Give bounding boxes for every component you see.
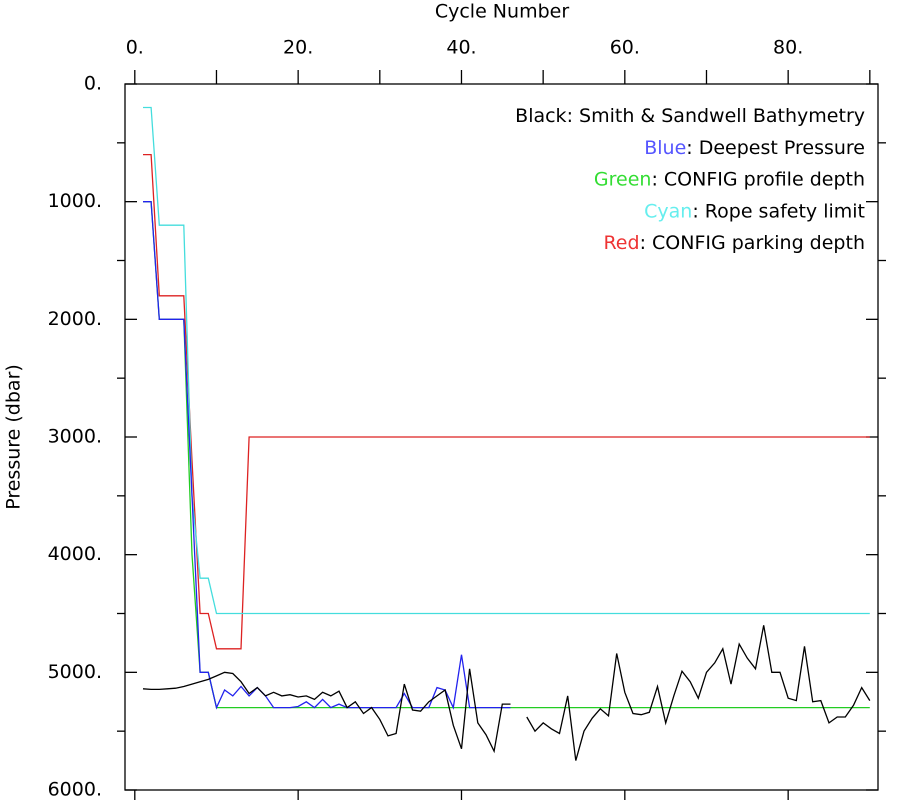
legend-entry: Black: Smith & Sandwell Bathymetry — [515, 105, 865, 127]
legend-color-word: Blue — [644, 136, 686, 158]
x-tick-label: 60. — [610, 37, 640, 59]
legend-color-word: Green — [594, 168, 652, 190]
y-tick-label: 2000. — [48, 308, 102, 330]
y-tick-label: 5000. — [48, 661, 102, 683]
series-line — [143, 201, 511, 710]
legend-separator: : — [651, 168, 663, 190]
x-tick-label: 20. — [283, 37, 313, 59]
legend-name: CONFIG parking depth — [652, 232, 865, 254]
legend-color-word: Black — [515, 105, 566, 127]
legend-name: CONFIG profile depth — [664, 168, 865, 190]
y-tick-label: 3000. — [48, 426, 102, 448]
y-tick-label: 1000. — [48, 190, 102, 212]
series-line — [143, 153, 870, 650]
y-tick-label: 6000. — [48, 779, 102, 800]
legend-name: Rope safety limit — [705, 200, 865, 222]
legend-entry: Blue: Deepest Pressure — [644, 136, 865, 158]
series-line — [143, 201, 870, 709]
y-tick-label: 4000. — [48, 543, 102, 565]
legend-separator: : — [640, 232, 652, 254]
x-axis-label: Cycle Number — [435, 1, 569, 23]
legend-name: Smith & Sandwell Bathymetry — [579, 105, 865, 127]
legend-entry: Cyan: Rope safety limit — [644, 200, 865, 222]
legend-name: Deepest Pressure — [699, 136, 865, 158]
legend-entry: Green: CONFIG profile depth — [594, 168, 865, 190]
y-axis-label: Pressure (dbar) — [3, 364, 25, 510]
x-tick-label: 80. — [773, 37, 803, 59]
x-tick-label: 0. — [126, 37, 144, 59]
x-tick-label: 40. — [446, 37, 476, 59]
legend-separator: : — [692, 200, 704, 222]
series-line — [143, 106, 870, 615]
legend-color-word: Red — [603, 232, 639, 254]
legend-separator: : — [567, 105, 579, 127]
legend-separator: : — [686, 136, 698, 158]
legend-color-word: Cyan — [644, 200, 692, 222]
series-line — [142, 625, 871, 761]
y-tick-label: 0. — [84, 73, 102, 95]
legend-entry: Red: CONFIG parking depth — [603, 232, 865, 254]
